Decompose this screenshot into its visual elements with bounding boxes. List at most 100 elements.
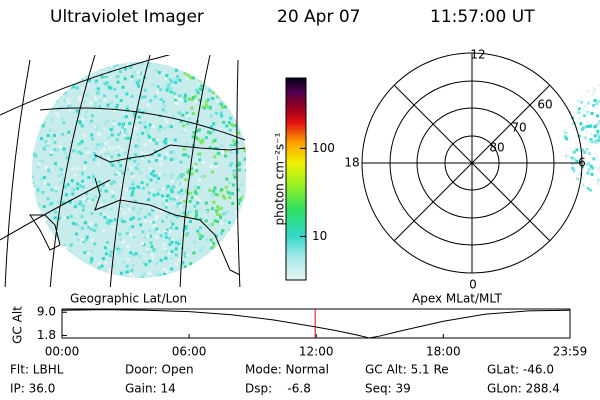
pixel (191, 76, 195, 80)
pixel (34, 154, 38, 158)
pixel (40, 246, 44, 250)
pixel (119, 206, 123, 210)
pixel (54, 266, 58, 270)
pixel (206, 98, 210, 102)
pixel (151, 208, 155, 212)
pixel (572, 169, 576, 173)
pixel (247, 139, 250, 142)
pixel (109, 86, 113, 90)
pixel (105, 241, 109, 245)
pixel (119, 248, 123, 252)
pixel (69, 243, 73, 247)
pixel (237, 163, 241, 167)
pixel (37, 94, 41, 98)
pixel (195, 136, 199, 140)
pixel (140, 276, 144, 278)
pixel (125, 264, 129, 268)
pixel (181, 182, 185, 186)
pixel (97, 266, 101, 270)
pixel (248, 117, 251, 120)
pixel (170, 267, 174, 271)
pixel (196, 201, 200, 205)
pixel (131, 264, 135, 268)
pixel (233, 175, 237, 179)
pixel (159, 125, 163, 129)
pixel (186, 113, 190, 117)
pixel (246, 167, 249, 170)
date: 20 Apr 07 (277, 7, 360, 27)
pixel (36, 188, 40, 192)
pixel (212, 122, 216, 126)
pixel (63, 150, 67, 154)
pixel (140, 157, 144, 161)
pixel (62, 277, 66, 278)
pixel (243, 66, 246, 70)
pixel (132, 187, 136, 191)
pixel (183, 265, 187, 269)
pixel (155, 261, 159, 265)
pixel (231, 192, 235, 196)
pixel (94, 81, 98, 85)
pixel (575, 178, 579, 182)
pixel (212, 255, 216, 259)
pixel (152, 248, 156, 252)
pixel (218, 262, 222, 266)
pixel (231, 171, 235, 175)
pixel (42, 68, 46, 72)
pixel (198, 98, 202, 102)
pixel (250, 275, 253, 278)
pixel (120, 171, 124, 175)
pixel (151, 169, 155, 173)
pixel (592, 103, 596, 107)
pixel (212, 128, 216, 132)
pixel (164, 256, 168, 260)
pixel (580, 128, 584, 132)
pixel (180, 192, 184, 196)
pixel (106, 183, 110, 187)
pixel (42, 258, 46, 262)
pixel (56, 148, 60, 152)
pixel (241, 67, 245, 71)
pixel (246, 106, 249, 109)
pixel (154, 249, 158, 253)
pixel (189, 220, 193, 224)
pixel (183, 251, 187, 255)
pixel (210, 75, 214, 79)
pixel (109, 250, 113, 254)
pixel (68, 156, 72, 160)
pixel (45, 104, 49, 108)
pixel (132, 275, 136, 278)
pixel (174, 247, 178, 251)
pixel (222, 240, 226, 244)
pixel (93, 101, 97, 105)
pixel (99, 282, 102, 285)
pixel (234, 62, 238, 66)
pixel (231, 62, 235, 65)
pixel (163, 173, 167, 177)
pixel (207, 280, 210, 283)
pixel (207, 130, 211, 134)
pixel (593, 125, 597, 129)
pixel (114, 166, 118, 170)
pixel (78, 120, 82, 124)
pixel (40, 224, 44, 228)
pixel (164, 76, 168, 80)
pixel (195, 213, 199, 217)
pixel (210, 193, 214, 197)
pixel (190, 106, 194, 110)
pixel (117, 133, 121, 137)
pixel (79, 72, 83, 76)
pixel (105, 65, 109, 69)
pixel (155, 181, 159, 185)
pixel (231, 139, 235, 143)
pixel (69, 140, 73, 144)
pixel (231, 124, 235, 128)
pixel (228, 281, 231, 284)
pixel (148, 135, 152, 139)
pixel (170, 80, 174, 84)
pixel (141, 230, 145, 234)
pixel (165, 203, 169, 207)
pixel (180, 261, 184, 265)
pixel (246, 261, 249, 264)
pixel (109, 128, 113, 132)
